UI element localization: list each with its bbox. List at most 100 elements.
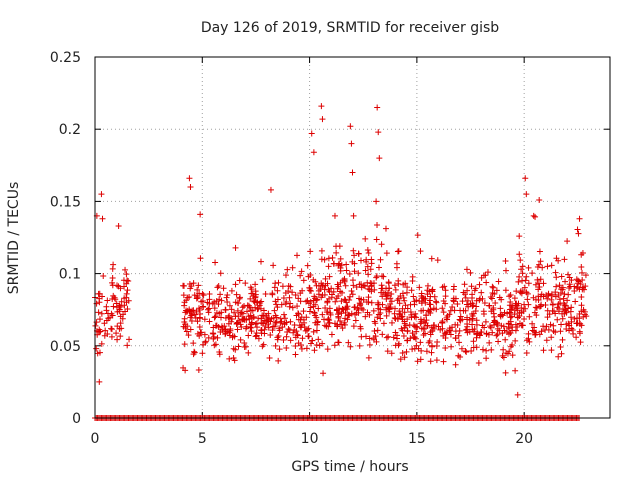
data-point [514, 391, 521, 398]
data-point [244, 302, 251, 309]
data-point [393, 260, 400, 267]
data-point [242, 325, 249, 332]
data-point [337, 288, 344, 295]
data-point [400, 294, 407, 301]
data-point [391, 310, 398, 317]
data-point [342, 305, 349, 312]
data-point [218, 314, 225, 321]
data-point [482, 272, 489, 279]
data-point [385, 333, 392, 340]
data-point [494, 331, 501, 338]
data-point [376, 155, 383, 162]
data-point [284, 266, 291, 273]
data-point [557, 344, 564, 351]
data-point [325, 255, 332, 262]
data-point [507, 330, 514, 337]
data-point [247, 295, 254, 302]
data-point [100, 273, 107, 279]
data-point [429, 287, 436, 294]
data-point [212, 313, 219, 320]
data-point [338, 298, 345, 305]
data-point [548, 262, 555, 269]
data-point [364, 279, 371, 286]
data-point [226, 315, 233, 322]
data-point [259, 343, 266, 350]
data-point [213, 309, 220, 316]
data-point [99, 215, 106, 222]
data-point [536, 196, 543, 203]
data-point [310, 328, 317, 335]
data-point [548, 292, 555, 299]
data-point [440, 358, 447, 365]
data-point [383, 312, 390, 319]
data-point [247, 284, 254, 291]
data-point [546, 311, 553, 318]
data-point [186, 293, 193, 300]
data-point [299, 287, 306, 294]
data-point [285, 288, 292, 295]
data-point [356, 342, 363, 349]
data-point [104, 297, 111, 304]
data-point [539, 264, 546, 271]
data-point [544, 307, 551, 314]
data-point [451, 307, 458, 314]
data-point [512, 321, 519, 328]
data-point [506, 293, 513, 300]
data-point [257, 300, 264, 307]
data-point [439, 284, 446, 291]
data-point [337, 279, 344, 286]
data-point [375, 129, 382, 136]
data-point [110, 303, 117, 310]
data-point [104, 330, 111, 337]
data-point [315, 336, 322, 343]
data-point [313, 327, 320, 334]
data-point [114, 282, 121, 289]
data-point [399, 350, 406, 357]
data-point [322, 275, 329, 282]
data-point [231, 309, 238, 316]
data-point [417, 248, 424, 255]
data-point [395, 248, 402, 255]
data-point [380, 320, 387, 327]
data-point [534, 264, 541, 271]
data-point [548, 334, 555, 341]
data-point [523, 289, 530, 296]
data-point [197, 255, 204, 262]
data-point [573, 334, 580, 341]
data-point [184, 307, 191, 314]
data-point [540, 280, 547, 287]
data-point [298, 314, 305, 321]
data-point [307, 304, 314, 311]
data-point [277, 315, 284, 322]
data-point [532, 281, 539, 288]
data-point [579, 276, 586, 283]
data-point [502, 287, 509, 294]
data-point [337, 265, 344, 272]
data-point [125, 297, 132, 304]
data-point [454, 301, 461, 308]
data-point [351, 304, 358, 311]
data-point [582, 272, 589, 279]
data-point [182, 321, 189, 328]
data-point [498, 296, 505, 303]
data-point [239, 304, 246, 311]
data-point [301, 319, 308, 326]
data-point [407, 301, 414, 308]
data-point [418, 290, 425, 297]
data-point [409, 346, 416, 353]
data-point [348, 140, 355, 147]
data-point [433, 299, 440, 306]
data-point [488, 295, 495, 302]
data-point [190, 351, 197, 358]
data-point [345, 339, 352, 346]
data-point [349, 291, 356, 298]
data-point [347, 123, 354, 130]
data-point [255, 315, 262, 322]
data-point [319, 311, 326, 318]
data-point [347, 343, 354, 350]
y-axis-label: SRMTID / TECUs [6, 182, 22, 295]
data-point [241, 340, 248, 347]
data-point [440, 309, 447, 316]
data-point [250, 293, 257, 300]
data-point [126, 336, 133, 343]
